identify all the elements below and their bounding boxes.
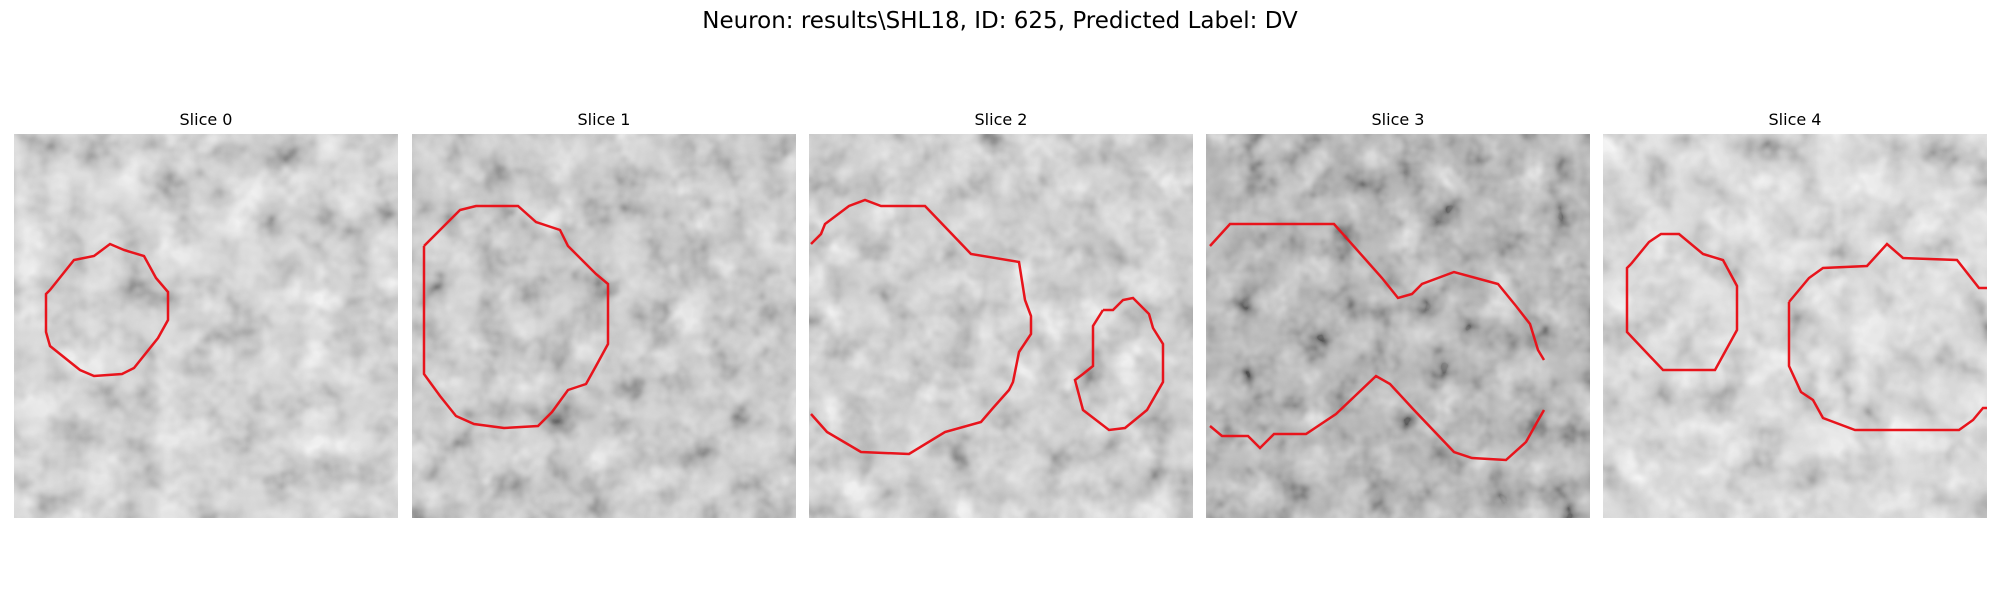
slice-image — [1603, 134, 1987, 518]
slice-image — [1206, 134, 1590, 518]
slice-image — [412, 134, 796, 518]
slice-title: Slice 1 — [577, 110, 631, 129]
cell-contour-1 — [1209, 222, 1546, 361]
cell-contour — [44, 242, 170, 378]
cell-contour-3 — [1787, 302, 1987, 432]
cell-contour-2 — [1209, 374, 1546, 462]
slice-panel-0: Slice 0 — [14, 108, 398, 518]
slice-title: Slice 4 — [1768, 110, 1822, 129]
slice-image — [14, 134, 398, 518]
cell-contour-1 — [810, 198, 1033, 456]
slice-panel-2: Slice 2 — [809, 108, 1193, 518]
slice-panel-1: Slice 1 — [412, 108, 796, 518]
figure-title: Neuron: results\SHL18, ID: 625, Predicte… — [702, 8, 1298, 34]
slice-title: Slice 0 — [179, 110, 233, 129]
cell-contour-2 — [1788, 242, 1987, 303]
slice-title: Slice 3 — [1371, 110, 1425, 129]
cell-contour-1 — [1625, 232, 1739, 372]
cell-contour — [422, 204, 610, 430]
slice-panel-4: Slice 4 — [1603, 108, 1987, 518]
slice-title: Slice 2 — [974, 110, 1028, 129]
slice-panel-3: Slice 3 — [1206, 108, 1590, 518]
slice-image — [809, 134, 1193, 518]
cell-contour-2 — [1073, 296, 1165, 432]
